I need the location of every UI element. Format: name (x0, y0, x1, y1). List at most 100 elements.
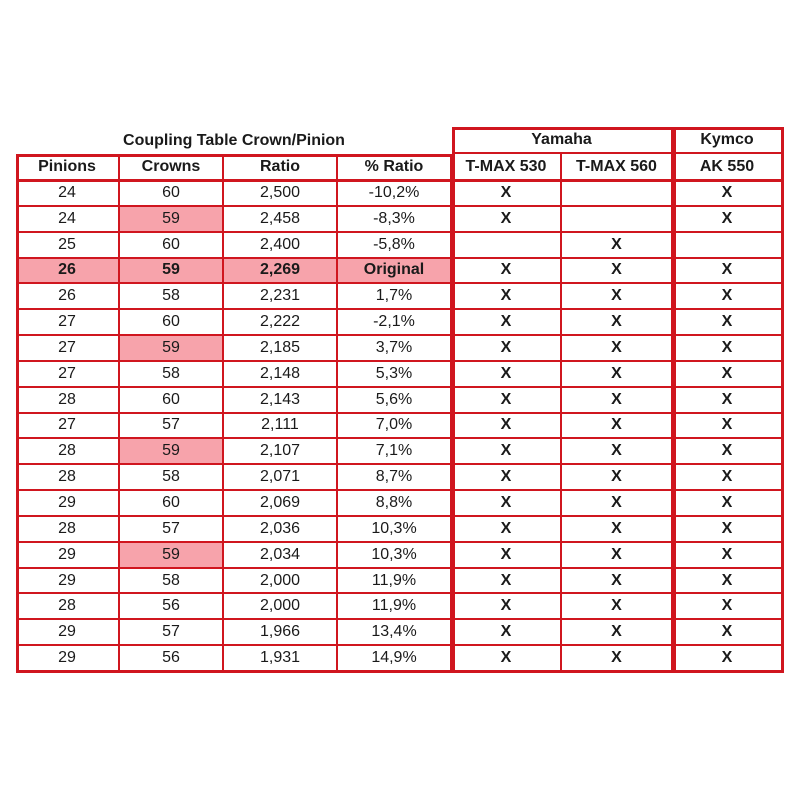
cell-tmax-560-compat: X (562, 594, 673, 621)
cell-pinions: 27 (16, 310, 120, 337)
cell-tmax-530-compat: X (452, 310, 562, 337)
cell-pct-ratio: Original (338, 258, 452, 285)
cell-pct-ratio: 1,7% (338, 284, 452, 311)
cell-pinions: 29 (16, 646, 120, 672)
cell-pct-ratio: 11,9% (338, 594, 452, 621)
cell-ak-550-compat: X (673, 516, 783, 543)
cell-tmax-560-compat: X (562, 310, 673, 337)
cell-ak-550-compat: X (673, 620, 783, 647)
cell-pct-ratio: -2,1% (338, 310, 452, 337)
cell-ak-550-compat: X (673, 181, 783, 207)
cell-ak-550-compat: X (673, 594, 783, 621)
cell-ratio: 2,269 (224, 258, 338, 285)
cell-ratio: 2,143 (224, 387, 338, 414)
cell-pct-ratio: 11,9% (338, 568, 452, 595)
cell-ak-550-compat (673, 232, 783, 259)
cell-pinions: 29 (16, 568, 120, 595)
column-header-ak-550: AK 550 (673, 154, 783, 181)
column-header-pct-ratio: % Ratio (338, 154, 452, 181)
cell-tmax-560-compat (562, 181, 673, 207)
cell-pinions: 28 (16, 465, 120, 492)
cell-pinions: 27 (16, 336, 120, 362)
cell-tmax-560-compat: X (562, 413, 673, 440)
cell-pct-ratio: -5,8% (338, 232, 452, 259)
cell-pinions: 29 (16, 620, 120, 647)
cell-ak-550-compat: X (673, 336, 783, 362)
cell-tmax-530-compat: X (452, 491, 562, 517)
cell-crowns: 57 (120, 516, 224, 543)
cell-ak-550-compat: X (673, 542, 783, 569)
cell-ratio: 2,400 (224, 232, 338, 259)
cell-tmax-560-compat: X (562, 516, 673, 543)
column-header-crowns: Crowns (120, 154, 224, 181)
cell-ratio: 2,107 (224, 439, 338, 466)
cell-tmax-530-compat: X (452, 181, 562, 207)
column-header-tmax-560: T-MAX 560 (562, 154, 673, 181)
cell-pinions: 25 (16, 232, 120, 259)
cell-tmax-560-compat: X (562, 258, 673, 285)
cell-ratio: 2,458 (224, 206, 338, 233)
cell-ak-550-compat: X (673, 465, 783, 492)
cell-crowns: 59 (120, 439, 224, 466)
cell-tmax-530-compat: X (452, 206, 562, 233)
cell-pct-ratio: 14,9% (338, 646, 452, 672)
cell-tmax-560-compat: X (562, 568, 673, 595)
cell-ratio: 2,185 (224, 336, 338, 362)
cell-tmax-530-compat: X (452, 568, 562, 595)
cell-crowns: 56 (120, 646, 224, 672)
cell-ratio: 2,071 (224, 465, 338, 492)
cell-crowns: 58 (120, 568, 224, 595)
cell-tmax-530-compat: X (452, 542, 562, 569)
cell-tmax-530-compat (452, 232, 562, 259)
cell-ak-550-compat: X (673, 491, 783, 517)
cell-pct-ratio: -8,3% (338, 206, 452, 233)
cell-pct-ratio: 5,3% (338, 361, 452, 388)
cell-tmax-560-compat: X (562, 284, 673, 311)
cell-pct-ratio: 13,4% (338, 620, 452, 647)
cell-tmax-530-compat: X (452, 284, 562, 311)
cell-pct-ratio: 8,8% (338, 491, 452, 517)
cell-tmax-560-compat: X (562, 491, 673, 517)
cell-tmax-530-compat: X (452, 413, 562, 440)
cell-pinions: 28 (16, 387, 120, 414)
cell-tmax-530-compat: X (452, 361, 562, 388)
cell-ratio: 2,000 (224, 594, 338, 621)
cell-tmax-530-compat: X (452, 516, 562, 543)
cell-crowns: 58 (120, 361, 224, 388)
group-header-kymco: Kymco (673, 127, 783, 154)
cell-tmax-530-compat: X (452, 387, 562, 414)
cell-crowns: 59 (120, 258, 224, 285)
cell-crowns: 58 (120, 284, 224, 311)
cell-tmax-530-compat: X (452, 258, 562, 285)
cell-pct-ratio: 7,1% (338, 439, 452, 466)
cell-pct-ratio: 8,7% (338, 465, 452, 492)
cell-ak-550-compat: X (673, 413, 783, 440)
cell-tmax-560-compat: X (562, 232, 673, 259)
cell-crowns: 58 (120, 465, 224, 492)
cell-crowns: 59 (120, 542, 224, 569)
cell-ratio: 2,034 (224, 542, 338, 569)
cell-crowns: 60 (120, 310, 224, 337)
cell-ratio: 2,036 (224, 516, 338, 543)
cell-pct-ratio: 10,3% (338, 516, 452, 543)
cell-tmax-530-compat: X (452, 465, 562, 492)
cell-ratio: 2,500 (224, 181, 338, 207)
cell-crowns: 60 (120, 491, 224, 517)
cell-ak-550-compat: X (673, 310, 783, 337)
cell-pinions: 28 (16, 594, 120, 621)
cell-tmax-560-compat: X (562, 465, 673, 492)
cell-tmax-530-compat: X (452, 594, 562, 621)
cell-tmax-530-compat: X (452, 620, 562, 647)
cell-crowns: 59 (120, 336, 224, 362)
cell-tmax-560-compat: X (562, 336, 673, 362)
cell-pinions: 27 (16, 361, 120, 388)
cell-crowns: 59 (120, 206, 224, 233)
cell-ratio: 2,069 (224, 491, 338, 517)
cell-tmax-560-compat: X (562, 646, 673, 672)
cell-ak-550-compat: X (673, 258, 783, 285)
cell-tmax-560-compat: X (562, 542, 673, 569)
cell-pinions: 26 (16, 284, 120, 311)
cell-crowns: 60 (120, 181, 224, 207)
cell-ratio: 2,148 (224, 361, 338, 388)
